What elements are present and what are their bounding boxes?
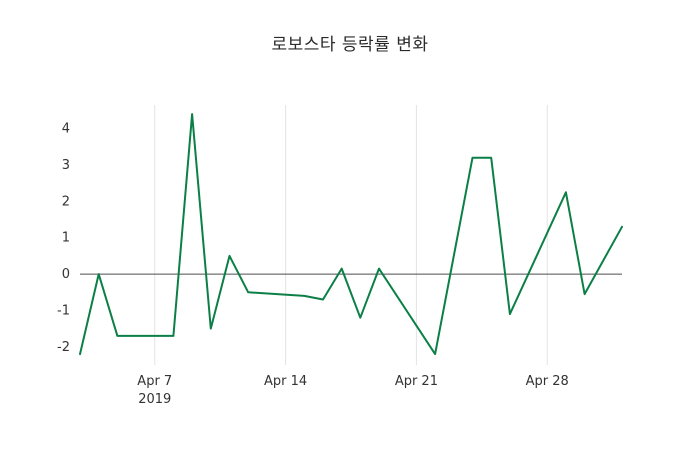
x-tick-label: Apr 14	[264, 374, 307, 389]
x-tick-label: Apr 21	[395, 374, 438, 389]
y-tick-label: 2	[62, 194, 70, 209]
price-change-line	[79, 113, 623, 356]
x-tick-label: Apr 28	[526, 374, 569, 389]
y-tick-label: -1	[57, 303, 70, 318]
x-axis-year-label: 2019	[138, 392, 171, 407]
y-tick-label: 3	[62, 158, 70, 173]
chart-title: 로보스타 등락률 변화	[271, 35, 429, 55]
y-tick-label: 0	[62, 267, 70, 282]
y-tick-label: 1	[62, 231, 70, 246]
x-tick-label: Apr 7	[137, 374, 172, 389]
y-tick-label: -2	[57, 340, 70, 355]
y-tick-label: 4	[62, 122, 70, 137]
